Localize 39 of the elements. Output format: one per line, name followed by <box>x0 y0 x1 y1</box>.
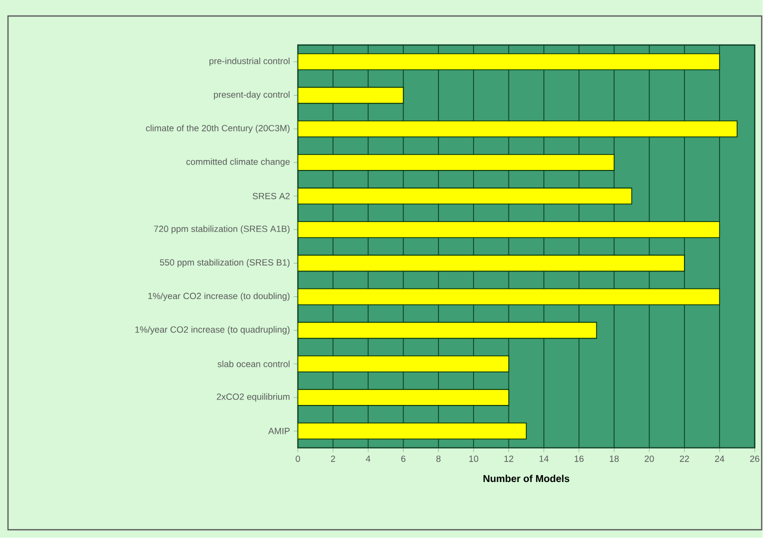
bar <box>298 254 685 272</box>
y-tick-label: 1%/year CO2 increase (to doubling) <box>148 292 290 302</box>
x-tick-label: 12 <box>504 456 514 462</box>
y-tick-label: SRES A2 <box>252 192 290 200</box>
y-tick-label: 2xCO2 equilibrium <box>216 393 290 402</box>
y-tick-label: 550 ppm stabilization (SRES B1) <box>160 259 290 268</box>
bar <box>298 120 738 138</box>
y-tick-label: AMIP <box>268 428 290 434</box>
x-tick-label: 2 <box>330 456 336 462</box>
bar <box>298 53 720 70</box>
x-tick-label: 26 <box>750 456 760 462</box>
bar <box>298 322 597 339</box>
y-tick-label: 1%/year CO2 increase (to quadrupling) <box>135 326 290 335</box>
x-tick-label: 0 <box>296 456 300 462</box>
y-tick-label: slab ocean control <box>218 360 290 368</box>
bar <box>298 221 720 238</box>
x-tick-label: 16 <box>574 456 584 462</box>
x-tick-label: 22 <box>680 456 689 462</box>
y-tick-label: committed climate change <box>186 158 290 167</box>
y-tick-label: climate of the 20th Century (20C3M) <box>146 124 290 134</box>
x-tick-label: 18 <box>610 456 619 462</box>
x-tick-label: 4 <box>366 456 370 462</box>
bar <box>298 188 632 205</box>
x-tick-label: 14 <box>540 456 549 462</box>
y-tick-label: present-day control <box>214 91 290 100</box>
x-tick-label: 20 <box>644 456 654 462</box>
y-tick-label: pre-industrial control <box>209 58 290 66</box>
bar <box>298 389 510 406</box>
x-tick-label: 24 <box>715 456 724 462</box>
bar <box>298 356 510 372</box>
x-tick-label: 10 <box>469 456 478 462</box>
x-axis-title: Number of Models <box>484 474 570 482</box>
y-tick-label: 720 ppm stabilization (SRES A1B) <box>154 226 290 234</box>
bar <box>298 154 615 171</box>
x-tick-label: 8 <box>436 456 441 462</box>
bar <box>298 422 527 440</box>
x-tick-label: 6 <box>401 456 406 462</box>
bar <box>298 87 404 104</box>
bar <box>298 288 720 306</box>
